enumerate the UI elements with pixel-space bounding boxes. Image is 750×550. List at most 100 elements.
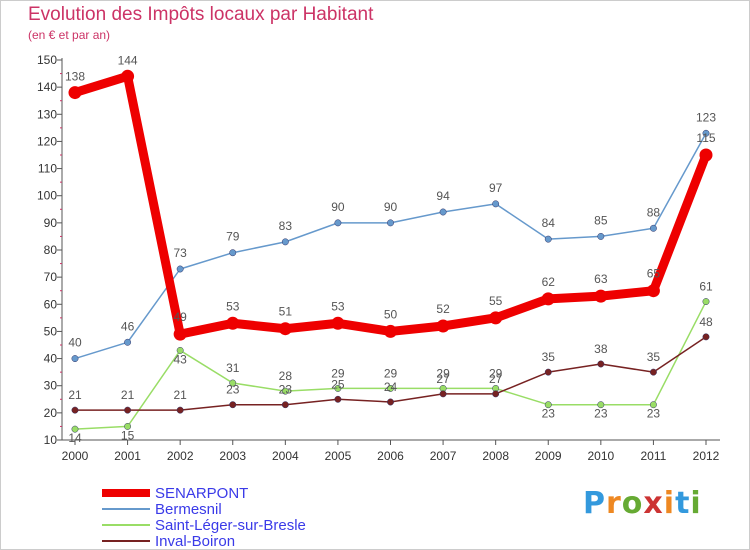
x-tick-label: 2003 — [219, 449, 246, 463]
data-label: 53 — [226, 299, 240, 313]
data-label: 29 — [384, 366, 398, 380]
data-point — [702, 129, 710, 137]
data-point — [597, 401, 605, 409]
data-point — [124, 338, 132, 346]
x-tick-label: 2011 — [641, 449, 667, 463]
data-point — [71, 406, 79, 414]
data-point — [278, 322, 292, 336]
logo-letter: r — [606, 486, 622, 521]
x-tick-label: 2007 — [430, 449, 457, 463]
data-point — [436, 319, 450, 333]
data-point — [439, 208, 447, 216]
data-point — [71, 425, 79, 433]
data-label: 65 — [647, 267, 661, 281]
data-label: 35 — [647, 350, 661, 364]
x-tick-label: 2009 — [535, 449, 562, 463]
x-tick-label: 2010 — [587, 449, 614, 463]
legend-label: Saint-Léger-sur-Bresle — [155, 517, 306, 534]
data-point — [597, 360, 605, 368]
data-label: 29 — [489, 366, 503, 380]
data-label: 35 — [542, 350, 556, 364]
data-point — [173, 327, 187, 341]
data-label: 50 — [384, 307, 398, 321]
data-label: 51 — [279, 305, 293, 319]
y-tick-label: 150 — [37, 53, 57, 67]
data-point — [229, 401, 237, 409]
data-point — [68, 86, 82, 100]
data-label: 79 — [226, 230, 240, 244]
proxiti-logo: Proxiti — [583, 486, 702, 521]
y-tick-label: 30 — [44, 379, 58, 393]
x-tick-label: 2006 — [377, 449, 404, 463]
data-label: 23 — [542, 407, 556, 421]
y-tick-label: 100 — [37, 189, 57, 203]
data-point — [544, 368, 552, 376]
x-tick-label: 2000 — [62, 449, 89, 463]
data-point — [334, 219, 342, 227]
y-tick-label: 140 — [37, 80, 57, 94]
y-tick-label: 40 — [44, 352, 58, 366]
data-label: 55 — [489, 294, 503, 308]
y-tick-label: 20 — [44, 406, 58, 420]
data-label: 52 — [436, 302, 450, 316]
data-point — [649, 368, 657, 376]
logo-letter: o — [621, 486, 644, 521]
data-point — [594, 289, 608, 303]
data-point — [124, 422, 132, 430]
data-label: 27 — [436, 372, 450, 386]
x-tick-label: 2005 — [325, 449, 352, 463]
data-label: 115 — [696, 131, 715, 145]
y-tick-label: 130 — [37, 107, 57, 121]
data-label: 15 — [121, 428, 135, 442]
data-point — [121, 69, 135, 83]
data-label: 138 — [65, 70, 85, 84]
data-point — [597, 232, 605, 240]
data-label: 53 — [331, 299, 345, 313]
logo-letter: i — [663, 486, 676, 521]
legend-label: Bermesnil — [155, 501, 222, 518]
data-label: 21 — [173, 388, 187, 402]
data-point — [649, 224, 657, 232]
data-point — [702, 298, 710, 306]
logo-letter: i — [690, 486, 702, 521]
data-label: 21 — [68, 388, 82, 402]
data-label: 24 — [384, 380, 398, 394]
data-label: 97 — [489, 181, 503, 195]
chart-title: Evolution des Impôts locaux par Habitant — [28, 4, 374, 25]
data-label: 21 — [121, 388, 135, 402]
y-tick-label: 110 — [38, 162, 57, 176]
data-label: 25 — [331, 377, 345, 391]
data-label: 48 — [699, 315, 713, 329]
data-point — [384, 324, 397, 338]
data-point — [71, 355, 79, 363]
data-label: 31 — [226, 361, 240, 375]
data-point — [492, 200, 500, 208]
data-point — [646, 284, 660, 298]
data-point — [439, 390, 447, 398]
data-label: 27 — [489, 372, 503, 386]
y-tick-label: 10 — [44, 433, 58, 447]
data-point — [334, 395, 342, 403]
data-point — [489, 311, 503, 325]
x-tick-label: 2002 — [167, 449, 194, 463]
data-label: 90 — [384, 200, 398, 214]
data-point — [649, 401, 657, 409]
data-label: 123 — [696, 110, 716, 124]
data-label: 43 — [173, 352, 187, 366]
data-point — [226, 316, 240, 330]
x-tick-label: 2012 — [693, 449, 720, 463]
data-label: 23 — [594, 407, 608, 421]
data-label: 94 — [436, 189, 450, 203]
plot-area — [62, 60, 720, 440]
data-point — [229, 379, 237, 387]
data-point — [387, 384, 394, 392]
y-tick-label: 90 — [44, 216, 58, 230]
data-point — [281, 401, 289, 409]
data-point — [334, 384, 342, 392]
data-label: 73 — [173, 246, 187, 260]
data-label: 23 — [226, 383, 240, 397]
data-point — [541, 292, 555, 306]
data-label: 144 — [118, 53, 138, 67]
logo-letter: P — [583, 486, 606, 521]
